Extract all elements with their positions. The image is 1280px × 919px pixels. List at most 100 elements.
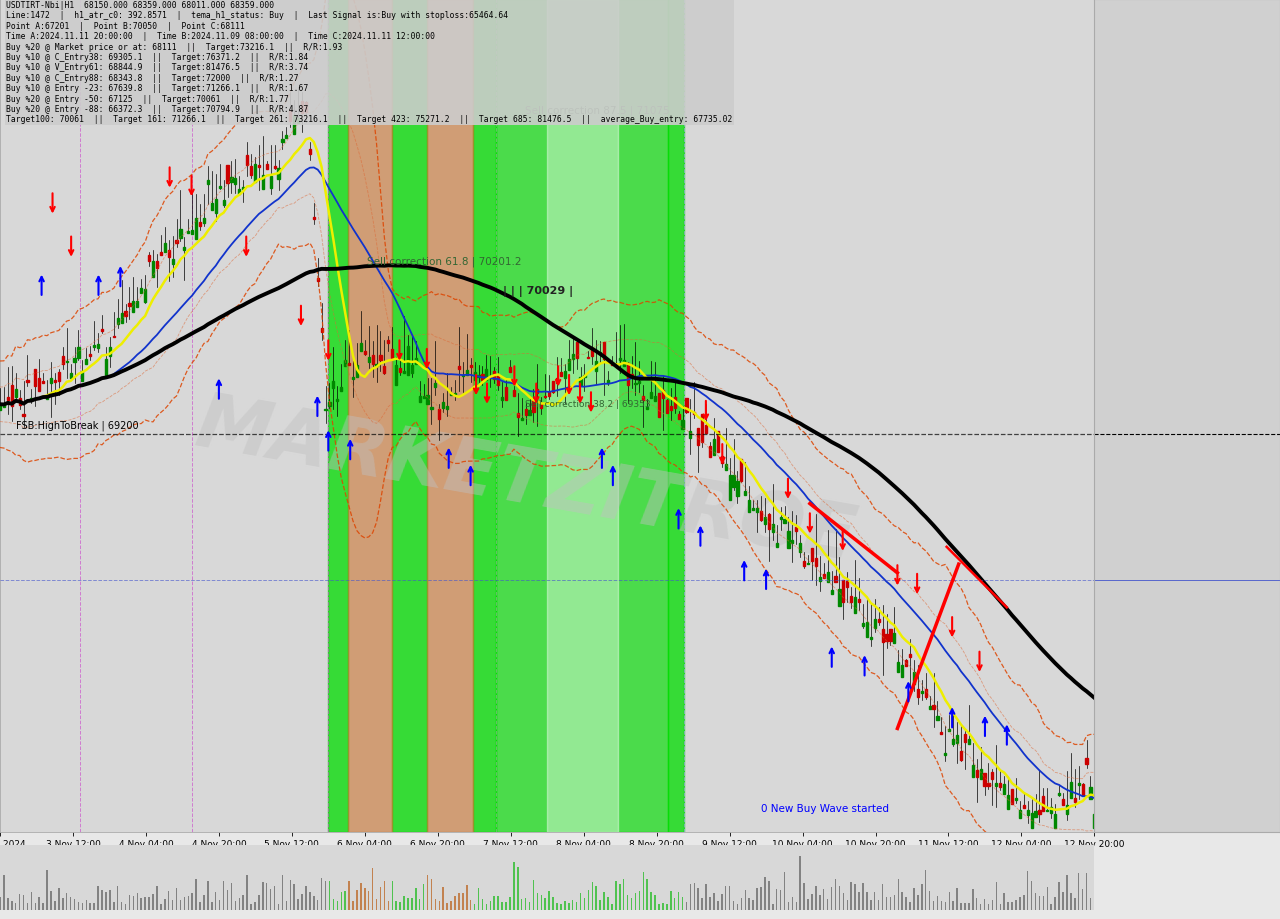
Bar xyxy=(23,895,24,910)
Bar xyxy=(591,882,593,910)
Bar xyxy=(819,577,820,581)
Bar xyxy=(964,903,965,910)
Bar xyxy=(1066,805,1068,813)
Bar xyxy=(78,902,79,910)
Bar xyxy=(650,891,652,910)
Bar xyxy=(893,633,896,643)
Bar xyxy=(666,903,668,910)
Bar xyxy=(485,369,488,380)
Bar xyxy=(690,431,691,438)
Bar xyxy=(227,891,228,910)
Bar xyxy=(497,377,499,386)
Bar xyxy=(639,891,640,910)
Bar xyxy=(732,476,735,487)
Bar xyxy=(1007,795,1009,809)
Bar xyxy=(760,887,762,910)
Bar xyxy=(392,881,393,910)
Bar xyxy=(859,892,860,910)
Bar xyxy=(960,752,963,761)
Bar xyxy=(1093,903,1096,910)
Bar xyxy=(462,375,463,377)
Bar xyxy=(529,411,531,415)
Bar xyxy=(419,397,421,403)
Bar xyxy=(721,894,722,910)
Text: USDTIRT-Nbi|H1  68150.000 68359.000 68011.000 68359.000
Line:1472  |  h1_atr_c0:: USDTIRT-Nbi|H1 68150.000 68359.000 68011… xyxy=(6,1,732,124)
Bar xyxy=(988,903,989,910)
Bar xyxy=(259,895,260,910)
Bar xyxy=(741,898,742,910)
Bar xyxy=(109,347,111,357)
Bar xyxy=(18,399,20,406)
Bar xyxy=(160,904,161,910)
Bar xyxy=(791,541,794,544)
Bar xyxy=(93,902,95,910)
Bar xyxy=(548,392,550,396)
Bar xyxy=(717,432,719,452)
Bar xyxy=(1023,895,1024,910)
Bar xyxy=(250,167,252,176)
Bar xyxy=(975,898,978,910)
Bar xyxy=(38,897,40,910)
Bar xyxy=(901,664,904,677)
Bar xyxy=(861,623,864,626)
Bar xyxy=(82,372,83,381)
Bar xyxy=(93,346,95,347)
Bar xyxy=(54,380,56,382)
Bar xyxy=(1078,784,1080,786)
Bar xyxy=(1074,799,1076,802)
Bar xyxy=(1055,814,1056,828)
Bar xyxy=(749,899,750,910)
Bar xyxy=(643,872,644,910)
Bar xyxy=(874,891,876,910)
Bar xyxy=(145,289,146,302)
Bar xyxy=(364,351,366,355)
Bar xyxy=(556,379,558,383)
Bar xyxy=(215,199,216,213)
Bar xyxy=(1059,793,1060,795)
Bar xyxy=(1093,814,1096,828)
Bar xyxy=(128,303,131,306)
Bar xyxy=(772,904,773,910)
Bar xyxy=(916,689,919,698)
Bar xyxy=(933,901,934,910)
Bar xyxy=(329,881,330,910)
Bar xyxy=(865,622,868,638)
Bar xyxy=(658,393,660,417)
Bar xyxy=(603,891,605,910)
Bar xyxy=(552,381,554,392)
Bar xyxy=(196,879,197,910)
Bar xyxy=(838,590,841,607)
Bar xyxy=(1042,796,1044,811)
Bar xyxy=(223,880,224,910)
Bar xyxy=(713,893,714,910)
Bar xyxy=(325,881,326,910)
Bar xyxy=(1089,898,1092,910)
Bar xyxy=(148,255,150,262)
Bar xyxy=(972,766,974,777)
Bar xyxy=(937,896,938,910)
Bar xyxy=(219,187,220,188)
Bar xyxy=(768,880,769,910)
Bar xyxy=(443,887,444,910)
Bar xyxy=(485,904,488,910)
Bar xyxy=(996,783,997,786)
Bar xyxy=(61,898,64,910)
Bar xyxy=(19,894,20,910)
Bar xyxy=(521,900,522,910)
Bar xyxy=(646,407,648,410)
Bar xyxy=(1015,900,1016,910)
Bar xyxy=(447,903,448,910)
Bar xyxy=(238,190,241,194)
Bar xyxy=(344,891,346,910)
Bar xyxy=(780,517,782,519)
Bar xyxy=(116,886,119,910)
Bar xyxy=(599,353,602,355)
Bar xyxy=(732,901,735,910)
Bar xyxy=(800,857,801,910)
Bar xyxy=(622,361,625,367)
Bar xyxy=(1047,887,1048,910)
Bar xyxy=(179,230,182,238)
Bar xyxy=(611,364,613,365)
Bar xyxy=(532,880,534,910)
Bar xyxy=(960,903,961,910)
